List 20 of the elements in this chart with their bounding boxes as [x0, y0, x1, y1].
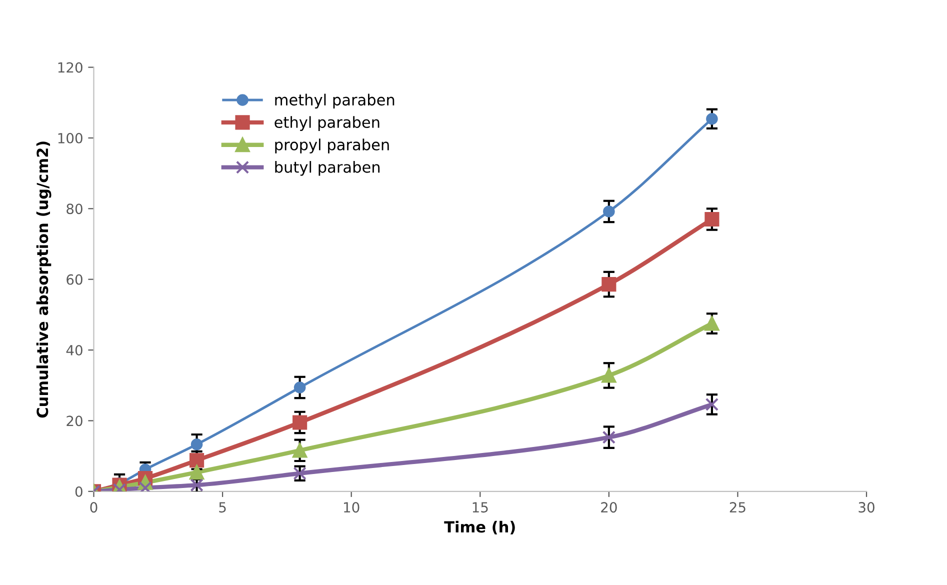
- x-axis-title: Time (h): [444, 520, 515, 534]
- y-tick-label: 80: [66, 204, 82, 214]
- y-tick-label: 20: [66, 416, 82, 426]
- y-axis-title: Cumulative absorption (ug/cm2): [36, 142, 52, 418]
- legend-label: butyl paraben: [275, 161, 380, 176]
- x-tick-label: 30: [858, 502, 874, 513]
- y-tick-label: 120: [58, 62, 82, 73]
- x-tick-label: 10: [344, 502, 360, 513]
- y-tick-label: 0: [75, 486, 82, 497]
- x-tick-label: 5: [219, 502, 226, 513]
- legend-label: ethyl paraben: [274, 116, 380, 131]
- x-tick-label: 15: [472, 502, 488, 513]
- x-tick-label: 20: [601, 502, 617, 513]
- legend-label: propyl paraben: [275, 138, 389, 154]
- y-tick-label: 40: [66, 344, 82, 356]
- x-tick-label: 25: [730, 502, 746, 513]
- legend-label: methyl paraben: [275, 94, 394, 109]
- x-tick-label: 0: [90, 502, 98, 513]
- y-tick-label: 100: [58, 132, 82, 144]
- y-tick-label: 60: [66, 274, 82, 285]
